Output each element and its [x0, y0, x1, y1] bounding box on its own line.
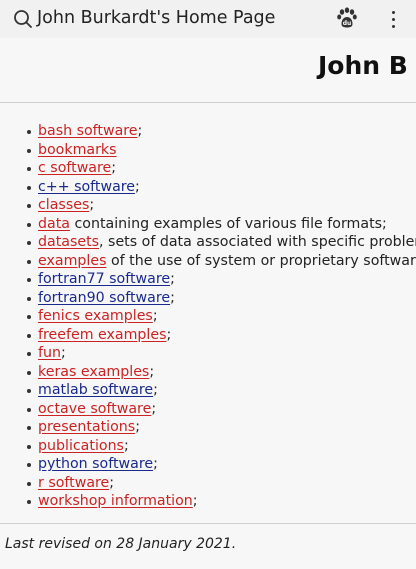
link-suffix: ; — [170, 289, 175, 306]
menu-dot — [391, 24, 395, 28]
link-matlab-software[interactable]: matlab software — [38, 382, 154, 398]
link-suffix: ; — [135, 178, 140, 195]
page-heading: John B — [318, 51, 408, 80]
list-item: c software; — [0, 159, 416, 178]
link-suffix: ; — [166, 326, 172, 343]
list-item: octave software; — [0, 400, 416, 419]
list-item: classes; — [0, 196, 416, 215]
web-page: John B bash software; bookmarks c software… — [0, 38, 416, 569]
link-fenics-examples[interactable]: fenics examples — [38, 308, 153, 324]
list-item: examples of the use of system or proprie… — [0, 252, 416, 271]
link-suffix: ; — [137, 123, 143, 139]
link-octave-software[interactable]: octave software — [38, 400, 152, 417]
link-suffix: containing examples of various file form… — [69, 215, 387, 232]
last-revised-note: Last revised on 28 January 2021. — [5, 536, 237, 552]
link-suffix: ; — [170, 271, 175, 287]
list-item: bookmarks — [0, 141, 416, 160]
link-keras-examples[interactable]: keras examples — [38, 363, 150, 380]
menu-icon[interactable] — [382, 7, 404, 31]
link-suffix: ; — [153, 456, 158, 472]
link-suffix: ; — [109, 474, 115, 491]
browser-address-bar[interactable]: John Burkardt's Home Page du — [0, 0, 416, 38]
link-suffix: , sets of data associated with specific … — [99, 234, 416, 250]
link-publications[interactable]: publications — [38, 437, 124, 454]
link-freefem-examples[interactable]: freefem examples — [38, 326, 167, 343]
list-item: keras examples; — [0, 363, 416, 382]
link-suffix: ; — [123, 437, 129, 454]
list-item: fortran90 software; — [0, 289, 416, 308]
list-item: r software; — [0, 474, 416, 493]
list-item: data containing examples of various file… — [0, 215, 416, 234]
link-examples[interactable]: examples — [38, 252, 107, 269]
list-item: matlab software; — [0, 381, 416, 400]
link-fortran77-software[interactable]: fortran77 software — [38, 271, 171, 287]
link-suffix: ; — [152, 308, 158, 324]
list-item: c++ software; — [0, 178, 416, 197]
list-item: workshop information; — [0, 492, 416, 511]
link-suffix: ; — [89, 197, 95, 213]
link-datasets[interactable]: datasets — [38, 234, 100, 250]
link-suffix: ; — [135, 419, 140, 435]
link-suffix: ; — [151, 400, 157, 417]
svg-text:du: du — [343, 20, 352, 27]
list-item: fenics examples; — [0, 307, 416, 326]
list-item: presentations; — [0, 418, 416, 437]
link-suffix: ; — [60, 345, 66, 361]
link-suffix: ; — [111, 160, 117, 176]
list-item: publications; — [0, 437, 416, 456]
link-classes[interactable]: classes — [38, 197, 90, 213]
link-presentations[interactable]: presentations — [38, 419, 136, 435]
menu-dot — [391, 10, 395, 14]
link-suffix: of the use of system or proprietary soft… — [106, 252, 416, 269]
link-r-software[interactable]: r software — [38, 474, 110, 491]
link-suffix: ; — [153, 382, 158, 398]
link-bookmarks[interactable]: bookmarks — [38, 141, 117, 158]
list-item: datasets, sets of data associated with s… — [0, 233, 416, 252]
list-item: python software; — [0, 455, 416, 474]
horizontal-rule — [0, 102, 416, 103]
link-fun[interactable]: fun — [38, 345, 61, 361]
link-bash-software[interactable]: bash software — [38, 123, 138, 139]
list-item: fortran77 software; — [0, 270, 416, 289]
link-fortran90-software[interactable]: fortran90 software — [38, 289, 171, 306]
list-item: fun; — [0, 344, 416, 363]
link-python-software[interactable]: python software — [38, 456, 154, 472]
menu-dot — [391, 17, 395, 21]
tab-title[interactable]: John Burkardt's Home Page — [37, 8, 276, 28]
link-c-software[interactable]: c software — [38, 160, 112, 176]
link-workshop-information[interactable]: workshop information — [38, 493, 193, 509]
link-list: bash software; bookmarks c software; c++ so… — [0, 122, 416, 511]
paw-icon[interactable]: du — [335, 6, 359, 30]
horizontal-rule — [0, 523, 416, 524]
link-suffix: ; — [192, 493, 198, 509]
link-c-software[interactable]: c++ software — [38, 178, 136, 195]
search-icon[interactable] — [12, 8, 34, 30]
link-suffix: ; — [149, 363, 155, 380]
list-item: freefem examples; — [0, 326, 416, 345]
list-item: bash software; — [0, 122, 416, 141]
link-data[interactable]: data — [38, 215, 70, 232]
